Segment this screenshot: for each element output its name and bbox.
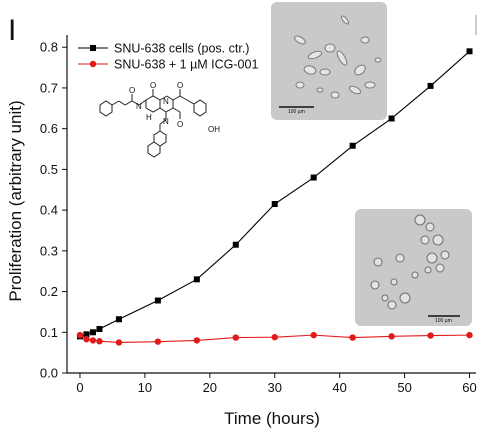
y-tick-label: 0.7 — [40, 80, 58, 95]
axis-ticks: 0 10 20 30 40 50 60 0.0 0.1 0.2 0.3 0.4 0.5 0.6 0.7 0.8 — [40, 40, 477, 395]
x-tick-label: 30 — [268, 380, 282, 395]
x-tick-label: 0 — [76, 380, 83, 395]
data-point — [427, 82, 434, 89]
y-tick-label: 0.3 — [40, 243, 58, 258]
data-point — [154, 297, 161, 304]
axes — [66, 15, 477, 374]
x-tick-label: 40 — [332, 380, 346, 395]
data-point — [271, 201, 278, 207]
legend-label: SNU-638 cells (pos. ctr.) — [114, 42, 249, 56]
y-tick-label: 0.1 — [40, 325, 58, 340]
structure-atom-label: N — [163, 97, 169, 106]
structure-atom-label: OH — [208, 125, 220, 134]
data-point — [193, 276, 200, 283]
y-tick-label: 0.5 — [40, 162, 58, 177]
panel-label: I — [8, 14, 17, 47]
data-point — [466, 331, 473, 339]
top-micrograph-inset: 100 µm — [271, 2, 387, 120]
legend-marker — [89, 60, 97, 68]
y-tick-label: 0.4 — [40, 203, 58, 218]
data-point — [349, 334, 356, 341]
data-point — [232, 241, 239, 248]
x-tick-label: 60 — [462, 380, 476, 395]
x-tick-label: 20 — [203, 380, 217, 395]
data-point — [89, 337, 97, 344]
structure-atom-label: O — [177, 81, 183, 90]
y-tick-label: 0.2 — [40, 284, 58, 299]
bottom-scale-label: 100 µm — [435, 318, 452, 324]
y-tick-label: 0.6 — [40, 121, 58, 136]
structure-atom-label: O — [129, 86, 135, 95]
data-point — [310, 174, 317, 181]
legend-label: SNU-638 + 1 µM ICG-001 — [114, 58, 258, 72]
data-point — [310, 331, 317, 339]
structure-atom-label: O — [177, 120, 183, 129]
series-layer — [76, 48, 473, 346]
bottom-micrograph-inset: 100 µm — [355, 209, 472, 326]
data-point — [76, 331, 84, 339]
data-point — [427, 332, 434, 339]
data-point — [96, 338, 103, 345]
structure-atom-label: N — [136, 102, 142, 111]
y-tick-label: 0.0 — [40, 366, 58, 381]
data-point — [89, 329, 96, 336]
x-axis-title: Time (hours) — [224, 409, 320, 428]
data-point — [466, 48, 473, 55]
legend: SNU-638 cells (pos. ctr.) SNU-638 + 1 µM … — [78, 42, 258, 72]
data-point — [388, 333, 395, 340]
data-point — [83, 336, 90, 343]
data-point — [388, 115, 395, 122]
structure-atom-label: N — [163, 117, 169, 126]
legend-marker — [90, 45, 96, 51]
y-axis-title: Proliferation (arbitrary unit) — [6, 100, 25, 301]
x-tick-label: 10 — [138, 380, 152, 395]
data-point — [349, 142, 356, 149]
data-point — [115, 316, 122, 323]
data-point — [96, 326, 103, 333]
icg-001-structure — [99, 89, 207, 158]
structure-atom-label: O — [150, 81, 156, 90]
structure-atom-label: H — [146, 113, 152, 122]
data-point — [193, 337, 201, 344]
data-point — [83, 331, 90, 338]
data-point — [115, 339, 123, 346]
data-point — [271, 333, 278, 341]
data-point — [154, 338, 162, 345]
x-tick-label: 50 — [397, 380, 411, 395]
y-tick-label: 0.8 — [40, 40, 58, 55]
top-scale-label: 100 µm — [288, 109, 305, 115]
data-point — [232, 334, 239, 341]
